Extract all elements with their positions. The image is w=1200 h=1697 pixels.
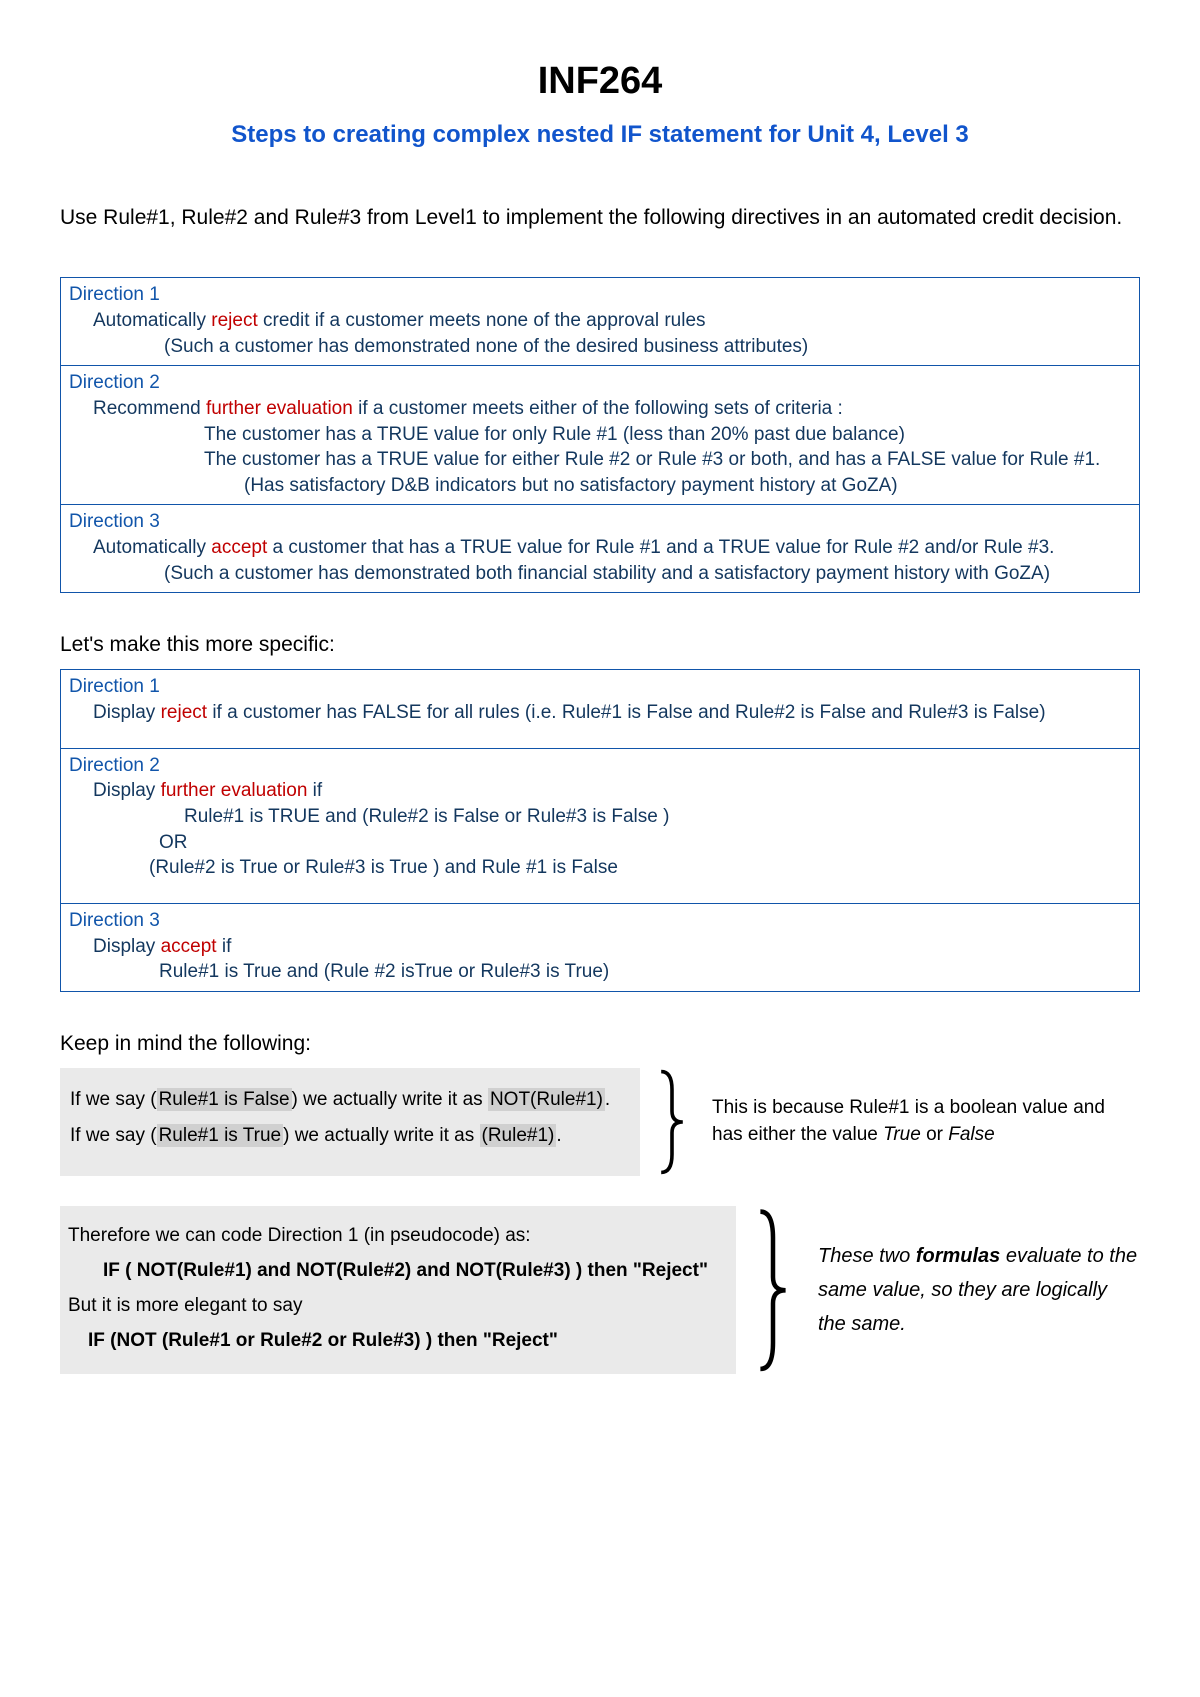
- document-page: INF264 Steps to creating complex nested …: [0, 0, 1200, 1697]
- page-subtitle: Steps to creating complex nested IF stat…: [60, 121, 1140, 149]
- directions-box-1: Direction 1 Automatically reject credit …: [60, 277, 1140, 593]
- brace-icon: [652, 1068, 692, 1176]
- direction-3-label: Direction 3: [69, 511, 160, 532]
- grey1-explanation: This is because Rule#1 is a boolean valu…: [704, 1068, 1140, 1176]
- direction-2b-cell: Direction 2 Display further evaluation i…: [61, 749, 1139, 904]
- grey1-line1: If we say (Rule#1 is False) we actually …: [70, 1082, 630, 1118]
- direction-1-cell: Direction 1 Automatically reject credit …: [61, 278, 1139, 366]
- intro-paragraph: Use Rule#1, Rule#2 and Rule#3 from Level…: [60, 204, 1140, 232]
- specific-heading: Let's make this more specific:: [60, 633, 1140, 657]
- brace-icon-2: [748, 1206, 798, 1375]
- direction-3-body: Automatically accept a customer that has…: [69, 535, 1131, 561]
- direction-3b-line1: Rule#1 is True and (Rule #2 isTrue or Ru…: [69, 959, 1131, 985]
- direction-3-cell: Direction 3 Automatically accept a custo…: [61, 505, 1139, 592]
- direction-2-cell: Direction 2 Recommend further evaluation…: [61, 366, 1139, 505]
- direction-1b-label: Direction 1: [69, 676, 160, 697]
- keep-heading: Keep in mind the following:: [60, 1032, 1140, 1056]
- grey2-line1: Therefore we can code Direction 1 (in ps…: [68, 1218, 728, 1253]
- grey-box-1: If we say (Rule#1 is False) we actually …: [60, 1068, 640, 1176]
- direction-2-line2: The customer has a TRUE value for either…: [69, 447, 1131, 473]
- grey-box-2: Therefore we can code Direction 1 (in ps…: [60, 1206, 736, 1375]
- direction-2b-body: Display further evaluation if: [69, 778, 1131, 804]
- direction-1-body: Automatically reject credit if a custome…: [69, 308, 1131, 334]
- direction-1b-body: Display reject if a customer has FALSE f…: [69, 700, 1131, 726]
- direction-2-line1: The customer has a TRUE value for only R…: [69, 422, 1131, 448]
- grey2-explanation: These two formulas evaluate to the same …: [810, 1206, 1140, 1375]
- direction-2b-line2: (Rule#2 is True or Rule#3 is True ) and …: [69, 855, 1131, 881]
- direction-2-line3: (Has satisfactory D&B indicators but no …: [69, 473, 1131, 499]
- directions-box-2: Direction 1 Display reject if a customer…: [60, 669, 1140, 991]
- direction-1-label: Direction 1: [69, 284, 160, 305]
- page-title: INF264: [60, 60, 1140, 103]
- direction-3b-cell: Direction 3 Display accept if Rule#1 is …: [61, 904, 1139, 991]
- pseudocode-row: Therefore we can code Direction 1 (in ps…: [60, 1206, 1140, 1375]
- direction-2-body: Recommend further evaluation if a custom…: [69, 396, 1131, 422]
- direction-1b-cell: Direction 1 Display reject if a customer…: [61, 670, 1139, 748]
- direction-2-label: Direction 2: [69, 372, 160, 393]
- direction-3-sub: (Such a customer has demonstrated both f…: [69, 561, 1131, 587]
- keep-in-mind-row: If we say (Rule#1 is False) we actually …: [60, 1068, 1140, 1176]
- grey2-code2: IF (NOT (Rule#1 or Rule#2 or Rule#3) ) t…: [68, 1323, 728, 1358]
- direction-1-sub: (Such a customer has demonstrated none o…: [69, 334, 1131, 360]
- direction-2b-line1: Rule#1 is TRUE and (Rule#2 is False or R…: [69, 804, 1131, 830]
- grey1-line2: If we say (Rule#1 is True) we actually w…: [70, 1118, 630, 1154]
- grey2-code1: IF ( NOT(Rule#1) and NOT(Rule#2) and NOT…: [68, 1253, 728, 1288]
- direction-3b-body: Display accept if: [69, 934, 1131, 960]
- grey2-line2: But it is more elegant to say: [68, 1288, 728, 1323]
- direction-2b-or: OR: [69, 830, 1131, 856]
- direction-3b-label: Direction 3: [69, 910, 160, 931]
- direction-2b-label: Direction 2: [69, 755, 160, 776]
